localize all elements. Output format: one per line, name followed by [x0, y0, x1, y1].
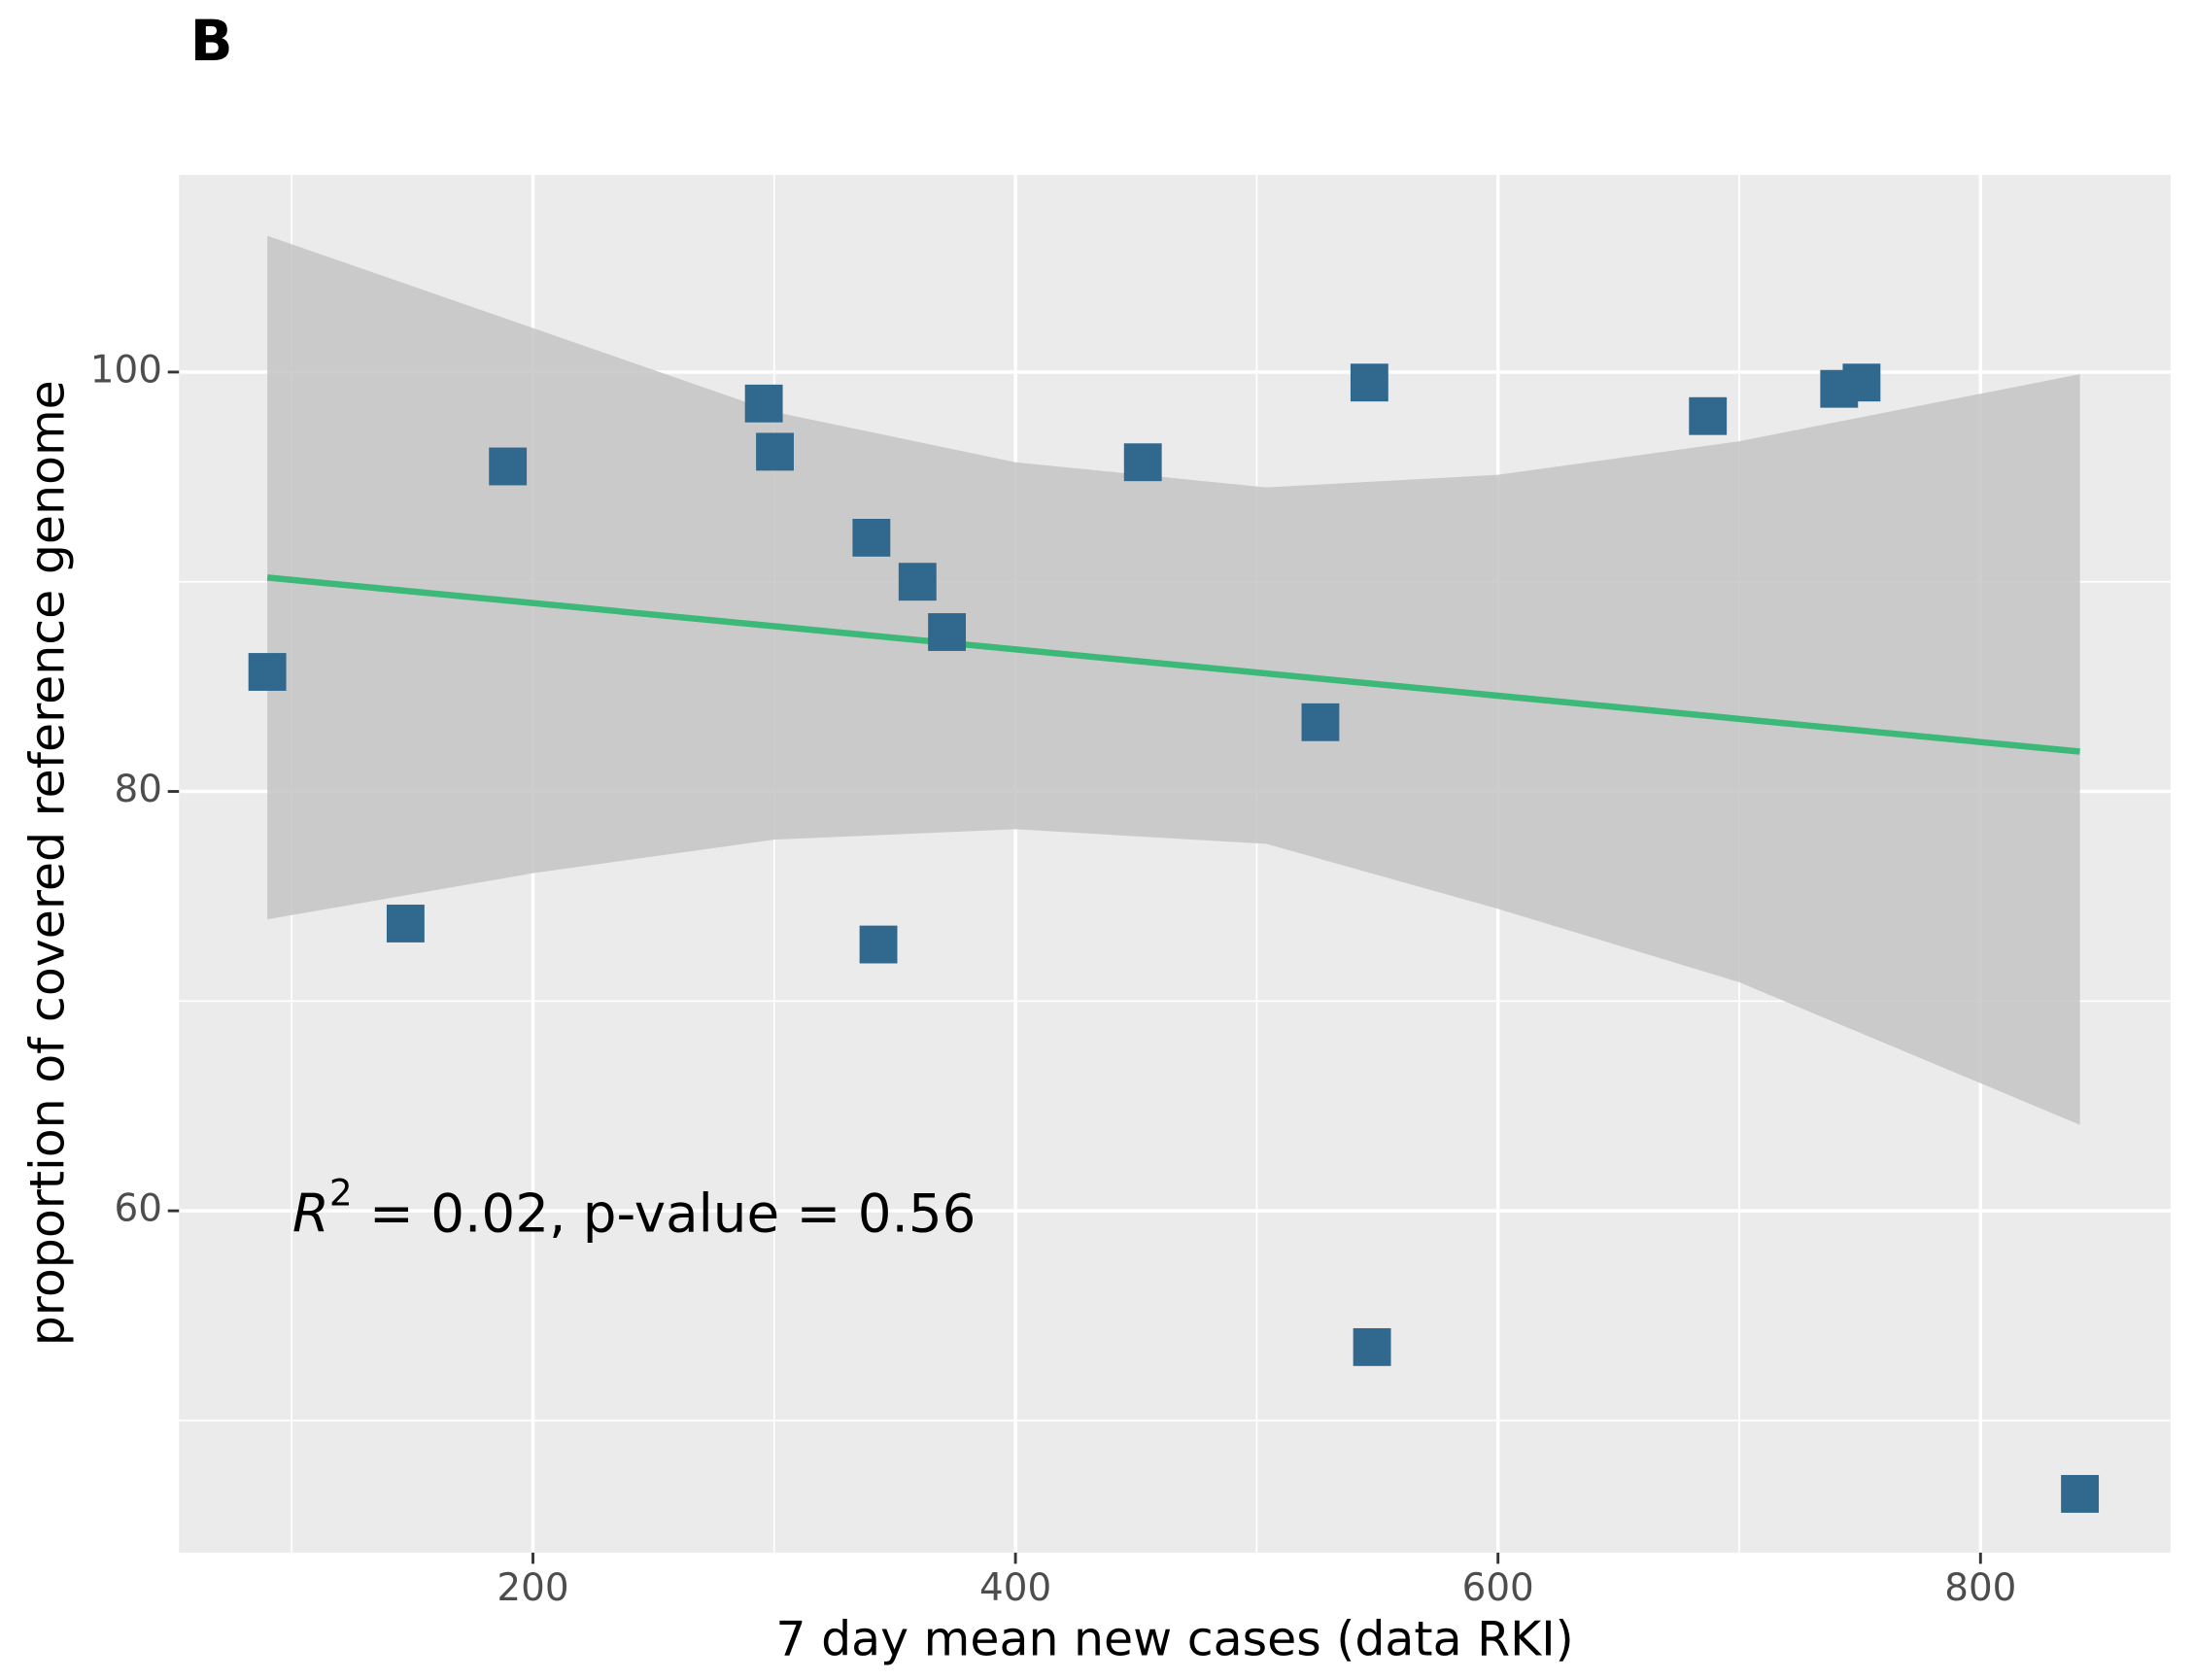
annotation: R2 = 0.02, p-value = 0.56 [292, 1171, 977, 1245]
point [386, 905, 425, 943]
point [1353, 1327, 1391, 1366]
y-tick-label: 80 [115, 768, 162, 811]
point [1842, 363, 1881, 402]
x-tick-label: 200 [497, 1566, 568, 1610]
point [928, 613, 967, 651]
regression-line [266, 574, 2080, 755]
annotation-r: R [292, 1183, 329, 1245]
point [1350, 363, 1388, 402]
point [2061, 1475, 2100, 1513]
y-tick-label: 60 [115, 1187, 162, 1231]
confidence-band [267, 235, 2080, 1125]
x-tick-label: 400 [979, 1566, 1051, 1610]
point [859, 925, 898, 964]
point [489, 447, 528, 486]
annotation-rest: = 0.02, p-value = 0.56 [353, 1183, 977, 1245]
point [1301, 703, 1340, 741]
panel-label: B [190, 9, 233, 74]
y-tick-label: 100 [90, 348, 162, 392]
y-axis-label: proportion of covered reference genome [19, 380, 75, 1346]
point [756, 432, 794, 471]
point [248, 653, 287, 691]
point [1123, 443, 1162, 482]
x-axis-label: 7 day mean new cases (data RKI) [775, 1612, 1573, 1667]
point [852, 518, 891, 557]
point [898, 563, 937, 601]
x-tick-label: 600 [1462, 1566, 1534, 1610]
point [1689, 396, 1728, 435]
point [744, 384, 783, 423]
annotation-sup: 2 [329, 1171, 353, 1214]
x-tick-label: 800 [1944, 1566, 2016, 1610]
